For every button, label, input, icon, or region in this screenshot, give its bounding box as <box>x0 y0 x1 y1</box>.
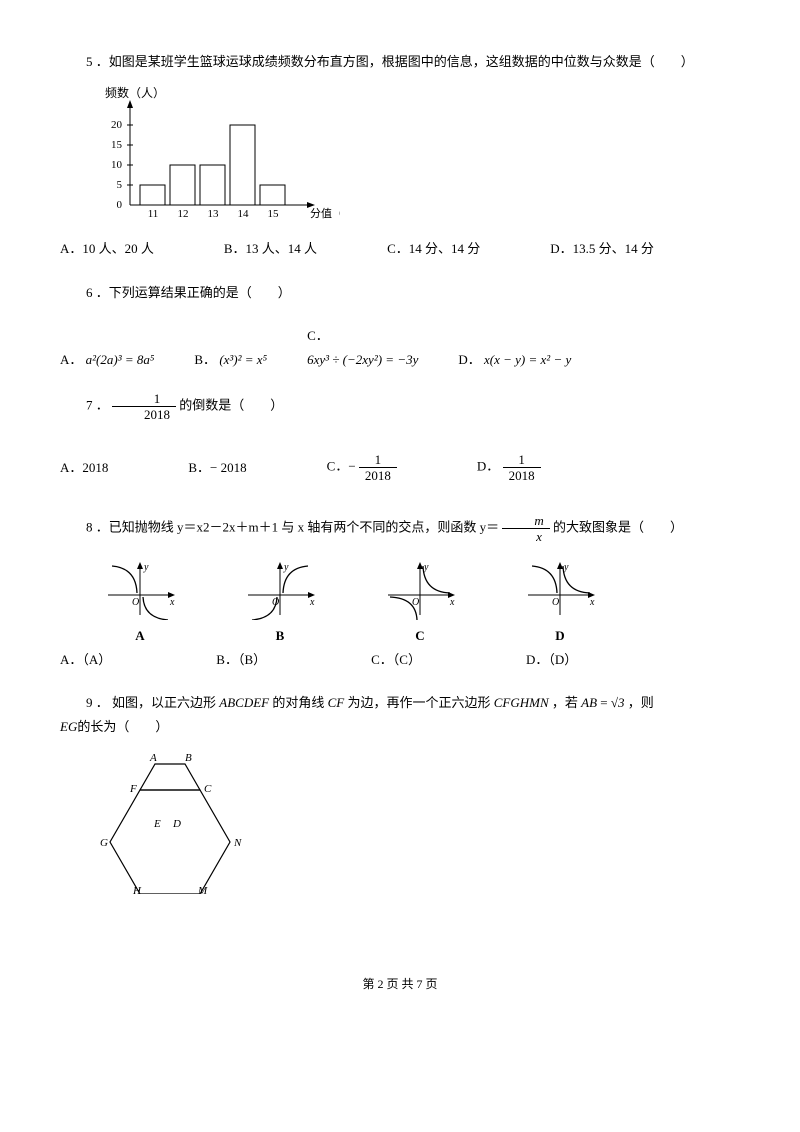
svg-text:分值（分）: 分值（分） <box>310 207 340 220</box>
q5-text: 5 ．如图是某班学生篮球运球成绩频数分布直方图，根据图中的信息，这组数据的中位数… <box>60 50 740 73</box>
q7-opt-d: D． 12018 <box>477 452 541 483</box>
q8-text: 8 ．已知抛物线 y＝x2－2x＋m＋1 与 x 轴有两个不同的交点，则函数 y… <box>60 513 740 544</box>
q8-graph-d: O x y D <box>520 560 600 640</box>
q5-opt-a: A．10 人、20 人 <box>60 237 154 260</box>
q9-figure: A B C D E F G N H M <box>100 754 260 894</box>
svg-text:O: O <box>132 597 139 608</box>
q8-graphs: O x y A O x y B <box>100 560 740 640</box>
svg-text:A: A <box>149 754 157 764</box>
page-footer: 第 2 页 共 7 页 <box>60 974 740 996</box>
q5-opt-d: D．13.5 分、14 分 <box>550 237 654 260</box>
q8-opt-d: D．（D） <box>526 648 577 671</box>
q5-opt-b: B．13 人、14 人 <box>224 237 317 260</box>
q9-text-line2: EG的长为（ ） <box>60 715 740 738</box>
svg-text:x: x <box>309 597 315 608</box>
svg-text:y: y <box>563 562 569 573</box>
q6-opt-a: A． a²(2a)³ = 8a⁵ <box>60 348 154 371</box>
svg-text:13: 13 <box>208 208 220 220</box>
svg-text:y: y <box>283 562 289 573</box>
svg-text:H: H <box>132 885 142 894</box>
svg-text:C: C <box>204 783 212 795</box>
svg-text:11: 11 <box>148 208 159 220</box>
question-9: 9 ． 如图，以正六边形 ABCDEF 的对角线 CF 为边，再作一个正六边形 … <box>60 691 740 894</box>
svg-text:14: 14 <box>238 208 250 220</box>
q7-text: 7 ． 12018 的倒数是（ ） <box>60 391 740 422</box>
svg-text:x: x <box>449 597 455 608</box>
svg-text:M: M <box>197 885 208 894</box>
q7-fraction: 12018 <box>112 391 176 422</box>
q6-opt-c: C．6xy³ ÷ (−2xy²) = −3y <box>307 324 418 371</box>
question-5: 5 ．如图是某班学生篮球运球成绩频数分布直方图，根据图中的信息，这组数据的中位数… <box>60 50 740 261</box>
question-7: 7 ． 12018 的倒数是（ ） A．2018 B．− 2018 C．− 12… <box>60 391 740 483</box>
svg-text:y: y <box>143 562 149 573</box>
q6-opt-d: D． x(x − y) = x² − y <box>458 348 571 371</box>
svg-text:G: G <box>100 837 108 849</box>
q5-histogram: 频数（人） 0 5 10 15 20 11 12 13 14 <box>100 85 340 225</box>
svg-text:5: 5 <box>117 179 123 191</box>
svg-text:E: E <box>153 818 161 830</box>
svg-text:15: 15 <box>111 139 123 151</box>
svg-text:F: F <box>129 783 137 795</box>
svg-text:O: O <box>412 597 419 608</box>
q7-opt-b: B．− 2018 <box>188 456 246 479</box>
svg-text:N: N <box>233 837 242 849</box>
svg-text:x: x <box>169 597 175 608</box>
svg-text:0: 0 <box>117 199 123 211</box>
q7-opt-c: C．− 12018 <box>327 452 397 483</box>
q8-opt-a: A．（A） <box>60 648 111 671</box>
svg-text:12: 12 <box>178 208 189 220</box>
svg-text:x: x <box>589 597 595 608</box>
svg-text:O: O <box>552 597 559 608</box>
q6-opt-b: B． (x³)² = x⁵ <box>194 348 267 371</box>
svg-text:D: D <box>172 818 181 830</box>
q7-opt-a: A．2018 <box>60 456 108 479</box>
q8-options: A．（A） B．（B） C．（C） D．（D） <box>60 648 740 671</box>
svg-text:O: O <box>272 597 279 608</box>
svg-text:20: 20 <box>111 119 123 131</box>
q5-options: A．10 人、20 人 B．13 人、14 人 C．14 分、14 分 D．13… <box>60 237 740 260</box>
q8-opt-c: C．（C） <box>371 648 421 671</box>
q8-graph-a: O x y A <box>100 560 180 640</box>
q8-graph-b: O x y B <box>240 560 320 640</box>
q9-text: 9 ． 如图，以正六边形 ABCDEF 的对角线 CF 为边，再作一个正六边形 … <box>60 691 740 714</box>
q8-graph-c: O x y C <box>380 560 460 640</box>
q8-opt-b: B．（B） <box>216 648 266 671</box>
q6-text: 6 ．下列运算结果正确的是（ ） <box>60 281 740 304</box>
q5-opt-c: C．14 分、14 分 <box>387 237 480 260</box>
svg-text:15: 15 <box>268 208 280 220</box>
svg-text:B: B <box>185 754 192 764</box>
question-8: 8 ．已知抛物线 y＝x2－2x＋m＋1 与 x 轴有两个不同的交点，则函数 y… <box>60 513 740 671</box>
question-6: 6 ．下列运算结果正确的是（ ） A． a²(2a)³ = 8a⁵ B． (x³… <box>60 281 740 371</box>
svg-text:频数（人）: 频数（人） <box>105 85 165 100</box>
svg-text:y: y <box>423 562 429 573</box>
svg-text:10: 10 <box>111 159 123 171</box>
